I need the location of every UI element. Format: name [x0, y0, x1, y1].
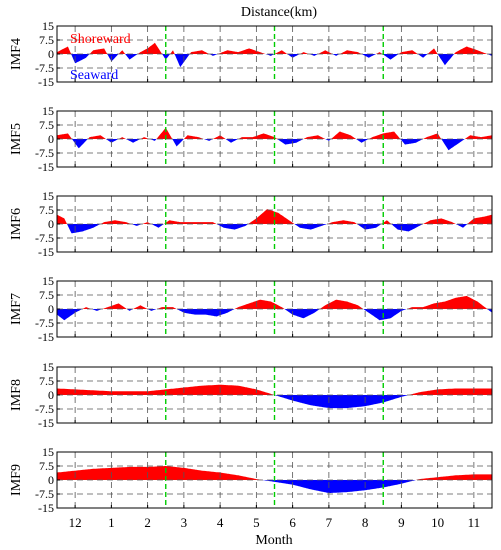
y-tick-label: 7.5: [39, 459, 54, 473]
x-tick-label: 9: [398, 515, 405, 530]
legend-shoreward: Shoreward: [70, 32, 131, 47]
panel-label: IMF7: [9, 293, 24, 325]
y-tick-label: 7.5: [39, 203, 54, 217]
y-tick-label: 15: [42, 445, 54, 459]
panel-label: IMF6: [9, 208, 24, 240]
x-tick-label: 7: [326, 515, 333, 530]
x-tick-label: 4: [217, 515, 224, 530]
y-tick-label: -15: [38, 160, 54, 174]
y-tick-label: 0: [48, 388, 54, 402]
panel-imf6: 157.50-7.5-15 IMF6: [9, 189, 493, 259]
x-tick-label: 6: [289, 515, 296, 530]
y-tick-label: 15: [42, 360, 54, 374]
y-tick-label: -7.5: [35, 487, 54, 501]
y-tick-label: 15: [42, 19, 54, 33]
x-tick-label: 12: [69, 515, 82, 530]
legend-seaward: Seaward: [70, 68, 118, 83]
y-tick-label: 7.5: [39, 33, 54, 47]
x-tick-label: 10: [431, 515, 444, 530]
panel-imf9: 157.50-7.5-15 IMF9: [9, 445, 493, 515]
x-tick-label: 5: [253, 515, 260, 530]
seaward-area: [57, 395, 492, 409]
x-tick-label: 3: [181, 515, 188, 530]
y-tick-label: 0: [48, 302, 54, 316]
y-tick-label: -7.5: [35, 146, 54, 160]
y-tick-label: 0: [48, 47, 54, 61]
panel-imf7: 157.50-7.5-15 IMF7: [9, 274, 493, 344]
y-tick-label: -7.5: [35, 316, 54, 330]
y-tick-label: 15: [42, 189, 54, 203]
shoreward-area: [57, 42, 492, 54]
y-tick-label: -7.5: [35, 231, 54, 245]
y-tick-label: -15: [38, 75, 54, 89]
x-tick-label: 8: [362, 515, 369, 530]
seaward-area: [57, 224, 492, 234]
y-tick-label: 0: [48, 473, 54, 487]
y-tick-label: 7.5: [39, 374, 54, 388]
y-tick-label: -15: [38, 330, 54, 344]
y-tick-label: 15: [42, 104, 54, 118]
y-tick-label: -7.5: [35, 402, 54, 416]
panel-label: IMF8: [9, 379, 24, 411]
x-tick-label: 1: [108, 515, 115, 530]
y-tick-label: 15: [42, 274, 54, 288]
panel-imf5: 157.50-7.5-15 IMF5: [9, 104, 493, 174]
seaward-area: [57, 54, 492, 68]
chart-title: Distance(km): [241, 5, 318, 20]
panel-imf8: 157.50-7.5-15 IMF8: [9, 360, 493, 430]
x-tick-labels: 12 1 2 3 4 5 6 7 8 9 10 11: [69, 515, 481, 530]
y-tick-label: -15: [38, 245, 54, 259]
seaward-area: [57, 480, 492, 494]
y-tick-label: -7.5: [35, 61, 54, 75]
x-tick-label: 2: [144, 515, 151, 530]
panel-label: IMF9: [9, 464, 24, 496]
panel-imf4: 157.50-7.5-15 IMF4 Shoreward Seaward: [9, 19, 493, 89]
y-tick-label: 7.5: [39, 288, 54, 302]
panel-label: IMF4: [9, 38, 24, 70]
y-tick-label: -15: [38, 416, 54, 430]
x-tick-label: 11: [468, 515, 481, 530]
y-tick-label: 0: [48, 217, 54, 231]
y-tick-label: 0: [48, 132, 54, 146]
panel-label: IMF5: [9, 123, 24, 155]
x-axis-label: Month: [255, 533, 292, 548]
y-tick-label: 7.5: [39, 118, 54, 132]
y-tick-label: -15: [38, 501, 54, 515]
seaward-area: [57, 139, 492, 151]
